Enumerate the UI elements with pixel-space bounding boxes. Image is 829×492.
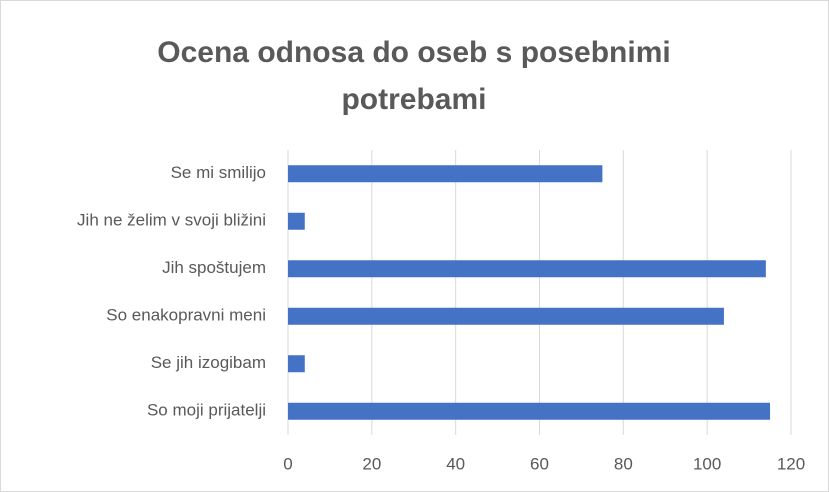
bar: [288, 260, 766, 278]
chart-title: potrebami: [341, 83, 486, 116]
bar: [288, 212, 305, 230]
bar: [288, 307, 724, 325]
y-tick-label: So moji prijatelji: [147, 401, 266, 420]
bar: [288, 165, 603, 183]
y-tick-label: Jih ne želim v svoji bližini: [77, 211, 266, 230]
y-tick-label: Se mi smilijo: [171, 163, 266, 182]
bar: [288, 402, 771, 420]
x-tick-label: 0: [283, 454, 292, 473]
y-tick-label: So enakopravni meni: [106, 306, 266, 325]
x-tick-label: 20: [362, 454, 381, 473]
y-tick-label: Se jih izogibam: [151, 353, 266, 372]
bar: [288, 355, 305, 373]
x-tick-label: 60: [530, 454, 549, 473]
x-tick-label: 120: [777, 454, 805, 473]
chart-title: Ocena odnosa do oseb s posebnimi: [157, 36, 670, 69]
x-tick-label: 40: [446, 454, 465, 473]
x-tick-label: 80: [614, 454, 633, 473]
y-tick-label: Jih spoštujem: [162, 258, 266, 277]
x-tick-label: 100: [693, 454, 721, 473]
